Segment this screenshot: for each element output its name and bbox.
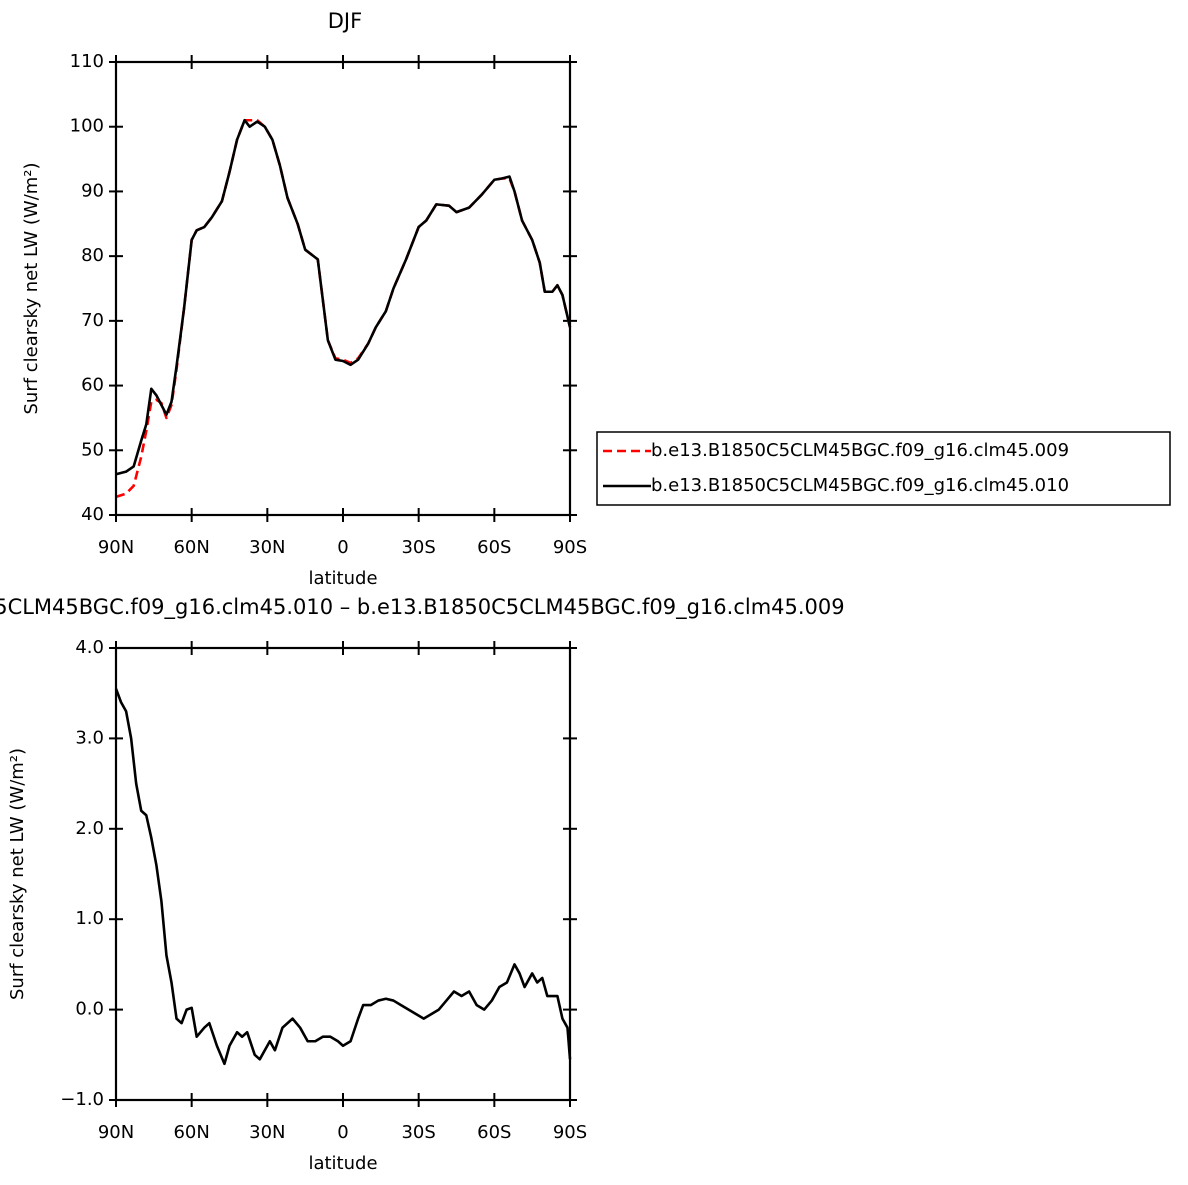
legend-label: b.e13.B1850C5CLM45BGC.f09_g16.clm45.010 <box>651 475 1069 496</box>
x-axis-label: latitude <box>308 568 377 589</box>
data-line <box>115 118 572 476</box>
x-tick-label: 30S <box>401 1122 435 1143</box>
y-tick-label: 0.0 <box>75 999 104 1020</box>
x-tick-label: 60N <box>173 1122 209 1143</box>
legend-box <box>596 431 1171 506</box>
chart-title: DJF <box>328 9 362 33</box>
y-tick-label: 70 <box>81 310 104 331</box>
x-tick-label: 30N <box>249 537 285 558</box>
x-tick-label: 0 <box>337 537 348 558</box>
y-tick-label: 4.0 <box>75 637 104 658</box>
y-tick-label: 3.0 <box>75 727 104 748</box>
y-tick-label: 60 <box>81 375 104 396</box>
x-tick-label: 90N <box>98 537 134 558</box>
chart-title: b.e13.B1850C5CLM45BGC.f09_g16.clm45.010 … <box>0 595 845 620</box>
x-tick-label: 0 <box>337 1122 348 1143</box>
y-tick-label: 80 <box>81 245 104 266</box>
x-axis-label: latitude <box>308 1153 377 1174</box>
y-tick-label: 2.0 <box>75 818 104 839</box>
y-tick-label: 100 <box>70 116 104 137</box>
y-tick-label: −1.0 <box>60 1089 104 1110</box>
y-tick-label: 110 <box>70 51 104 72</box>
x-tick-label: 90S <box>553 1122 587 1143</box>
y-tick-label: 50 <box>81 439 104 460</box>
y-tick-label: 40 <box>81 504 104 525</box>
y-axis-label: Surf clearsky net LW (W/m²) <box>7 748 28 1000</box>
data-line <box>114 688 572 1066</box>
plot-frame <box>114 60 572 517</box>
plot-frame <box>114 646 572 1102</box>
x-tick-label: 60S <box>477 537 511 558</box>
x-tick-label: 90N <box>98 1122 134 1143</box>
x-tick-label: 30S <box>401 537 435 558</box>
x-tick-label: 90S <box>553 537 587 558</box>
x-tick-label: 60S <box>477 1122 511 1143</box>
y-axis-label: Surf clearsky net LW (W/m²) <box>21 162 42 414</box>
legend-label: b.e13.B1850C5CLM45BGC.f09_g16.clm45.009 <box>651 440 1069 461</box>
y-tick-label: 1.0 <box>75 908 104 929</box>
x-tick-label: 30N <box>249 1122 285 1143</box>
x-tick-label: 60N <box>173 537 209 558</box>
y-tick-label: 90 <box>81 180 104 201</box>
